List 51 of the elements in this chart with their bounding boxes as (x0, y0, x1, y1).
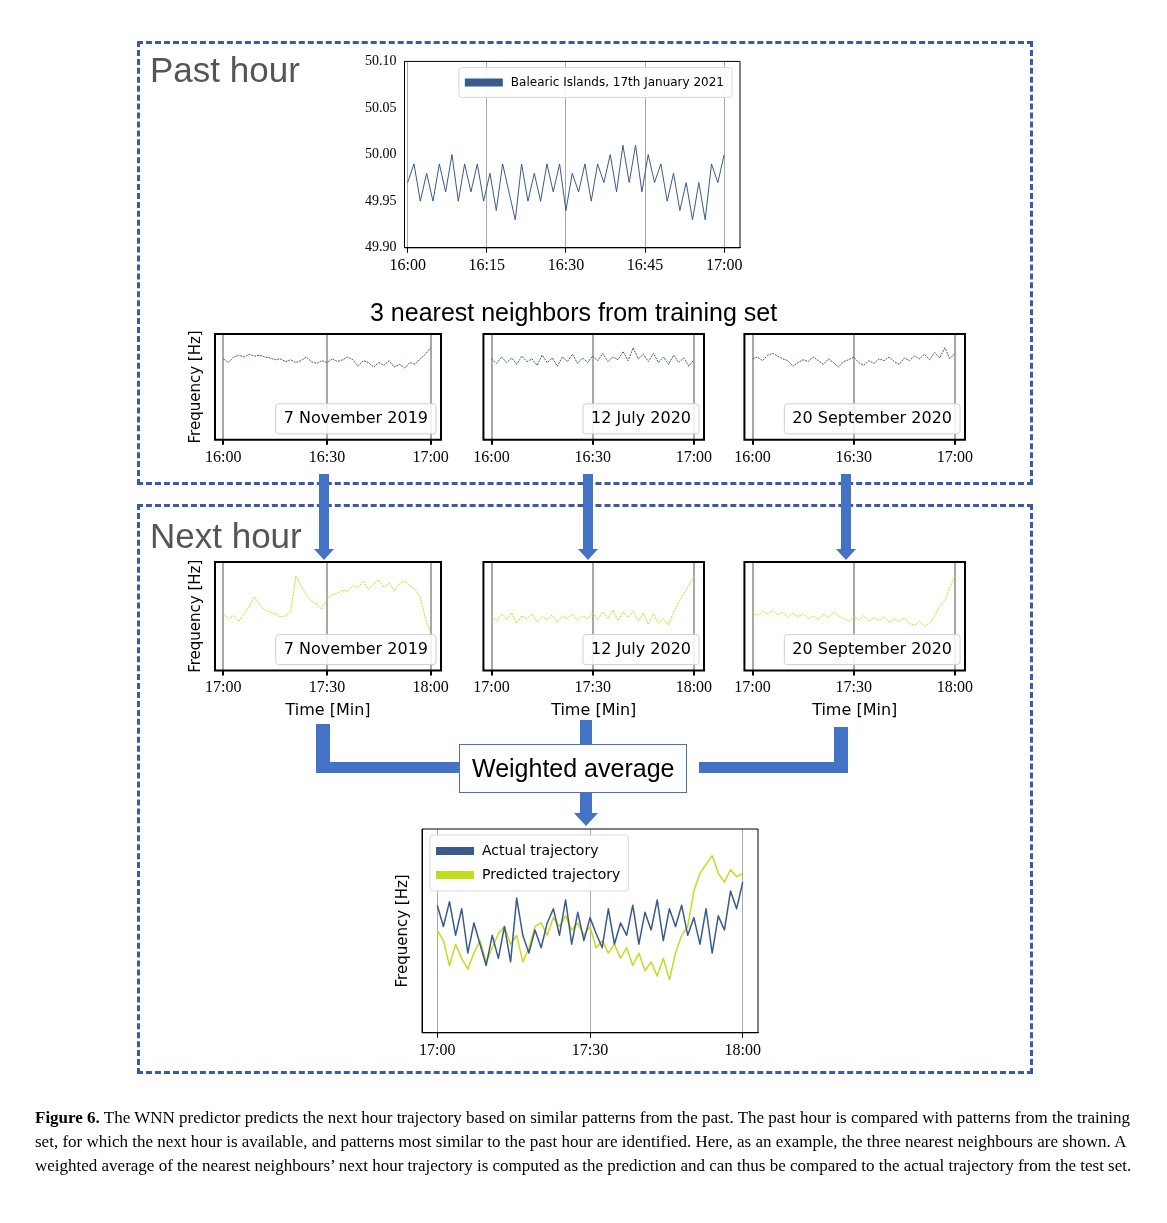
y-axis-title: Frequency [Hz] (392, 874, 411, 988)
x-tick-label: 16:15 (468, 255, 506, 273)
x-tick-label: 17:00 (419, 1040, 456, 1058)
x-tick-label: 17:00 (734, 678, 771, 696)
x-tick-label: 16:00 (734, 447, 771, 465)
annotation: 7 November 2019 (283, 407, 429, 427)
x-tick-label: 17:00 (473, 678, 510, 696)
annotation: 7 November 2019 (283, 638, 429, 658)
x-tick-label: 18:00 (675, 678, 713, 696)
annotation: 12 July 2020 (590, 407, 692, 427)
text: Weighted average (459, 744, 688, 793)
x-tick-label: 18:00 (724, 1040, 761, 1058)
x-tick-label: 18:00 (412, 678, 449, 696)
x-tick-label: 17:30 (835, 678, 872, 696)
x-tick-label: 16:45 (626, 255, 664, 273)
x-tick-label: 17:00 (936, 447, 974, 465)
y-tick-label: 50.05 (365, 99, 397, 115)
y-tick-label: 50.00 (365, 146, 397, 162)
legend-label: Actual trajectory (482, 841, 599, 858)
x-tick-label: 17:00 (412, 447, 449, 465)
x-tick-label: 17:30 (308, 678, 346, 696)
text: 3 nearest neighbors from training set (370, 298, 778, 327)
x-tick-label: 16:00 (389, 255, 426, 273)
text: Next hour (150, 516, 302, 556)
x-axis-title: Time [Min] (550, 699, 637, 719)
annotation: 12 July 2020 (590, 638, 692, 658)
x-axis-title: Time [Min] (284, 699, 371, 719)
x-tick-label: 17:30 (574, 678, 611, 696)
legend-label: Predicted trajectory (482, 865, 621, 882)
y-tick-label: 49.95 (365, 192, 397, 208)
x-tick-label: 16:00 (473, 447, 510, 465)
annotation: 20 September 2020 (792, 638, 952, 658)
y-tick-label: 50.10 (365, 53, 397, 69)
caption: Figure 6. The WNN predictor predicts the next hour trajectory based on similar patterns from the past. The past hour is compared with patterns from the training set, for which the next hour is available, and patterns most similar to the past hour are identified. Here, as an example, the three nearest neighbours are shown. A weighted average of the nearest neighbours’ next hour trajectory is computed as the prediction and can thus be compared to the actual trajectory from the test set. (35, 1107, 1133, 1177)
x-tick-label: 16:30 (835, 447, 872, 465)
annotation: 20 September 2020 (792, 407, 952, 427)
x-tick-label: 16:00 (205, 447, 242, 465)
x-tick-label: 17:00 (675, 447, 713, 465)
y-tick-label: 49.90 (365, 239, 397, 255)
x-tick-label: 16:30 (547, 255, 585, 273)
x-tick-label: 18:00 (936, 678, 974, 696)
legend-label: Balearic Islands, 17th January 2021 (510, 74, 725, 89)
x-tick-label: 17:00 (205, 678, 242, 696)
y-axis-title: Frequency [Hz] (185, 330, 204, 444)
x-tick-label: 17:30 (571, 1040, 609, 1058)
x-tick-label: 16:30 (574, 447, 611, 465)
y-axis-title: Frequency [Hz] (185, 559, 204, 673)
x-tick-label: 17:00 (705, 255, 743, 273)
x-axis-title: Time [Min] (811, 699, 898, 719)
x-tick-label: 16:30 (308, 447, 346, 465)
text: Past hour (150, 50, 300, 90)
